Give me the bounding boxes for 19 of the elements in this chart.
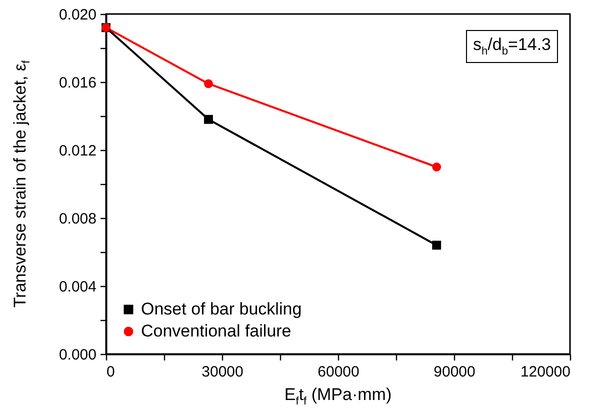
x-tick-label: 30000: [202, 364, 244, 380]
point: [432, 162, 442, 172]
y-tick-label: 0.004: [58, 278, 96, 296]
x-tick-label: 120000: [520, 364, 570, 380]
x-axis-title: E$_{f}$t$_{f}$ (MPa·mm): [284, 385, 392, 408]
legend-label: Conventional failure: [141, 322, 292, 340]
y-tick-label: 0.008: [58, 210, 96, 228]
y-tick-label: 0.016: [58, 74, 96, 92]
x-tick-label: 90000: [434, 364, 476, 380]
y-tick-label: 0.012: [58, 142, 96, 160]
x-tick-label: 60000: [318, 364, 360, 380]
point: [432, 240, 442, 250]
point: [204, 114, 213, 124]
x-tick-label: 0: [106, 364, 115, 380]
point: [204, 79, 213, 88]
annotation: s$_{h}$/d$_{b}$=14.3: [466, 30, 558, 64]
legend-label: Onset of bar buckling: [141, 300, 302, 318]
y-tick-label: 0.020: [58, 6, 96, 24]
y-tick-label: 0.000: [58, 346, 96, 364]
